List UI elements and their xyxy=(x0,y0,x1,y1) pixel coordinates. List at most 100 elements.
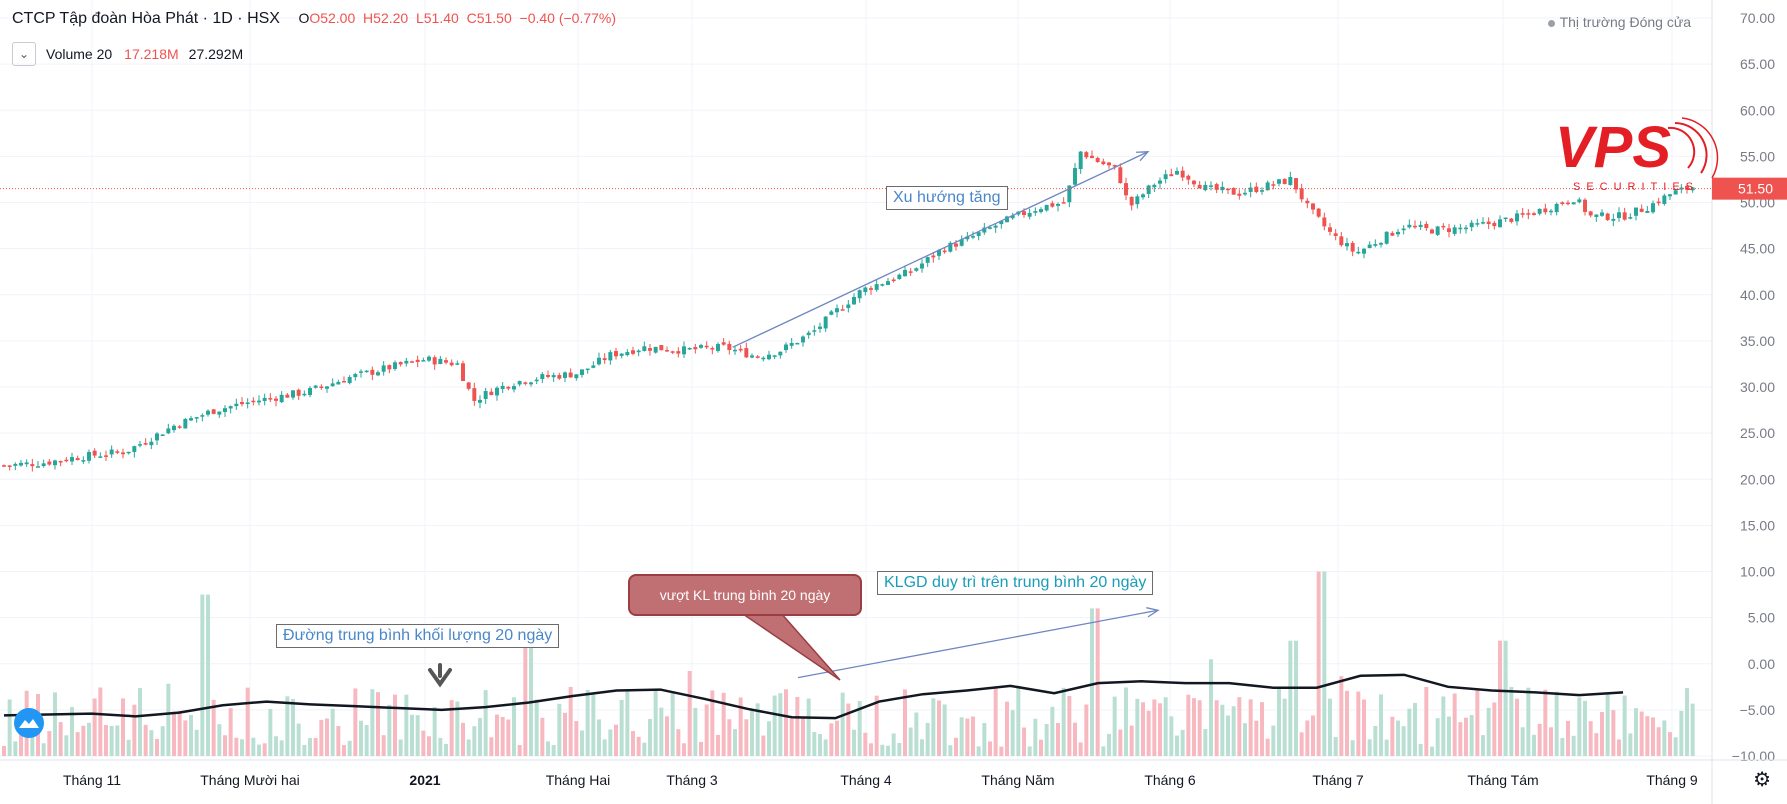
candle-body xyxy=(1628,217,1633,219)
candle-body xyxy=(1560,202,1565,204)
sustain-volume-label[interactable]: KLGD duy trì trên trung bình 20 ngày xyxy=(877,571,1154,595)
candle-body xyxy=(1209,185,1213,187)
x-axis: Tháng 11 Tháng Mười hai 2021 Tháng Hai Tháng… xyxy=(0,759,1787,788)
volume-bar xyxy=(7,699,12,756)
candle-body xyxy=(1356,251,1361,254)
candle-body xyxy=(1413,225,1417,228)
candle-body xyxy=(648,348,652,351)
volume-bar xyxy=(653,690,658,756)
candle-body xyxy=(1316,208,1321,217)
chevron-down-icon[interactable]: ⌄ xyxy=(12,42,36,66)
symbol-title: CTCP Tập đoàn Hòa Phát · 1D · HSX xyxy=(12,10,280,27)
candle-body xyxy=(370,369,375,375)
above-average-callout[interactable]: vượt KL trung bình 20 ngày xyxy=(628,574,862,616)
candle-body xyxy=(1044,204,1049,211)
x-tick-label: Tháng 4 xyxy=(840,772,892,788)
volume-bar xyxy=(347,740,352,756)
candle-body xyxy=(1056,203,1060,206)
candle-body xyxy=(1458,227,1463,230)
volume-bar xyxy=(1622,695,1627,756)
volume-bar xyxy=(1611,710,1616,756)
candle-body xyxy=(840,309,845,311)
candle-body xyxy=(421,360,426,362)
candle-body xyxy=(64,459,69,462)
volume-bar xyxy=(1345,690,1349,756)
volume-bar xyxy=(194,729,199,756)
volume-bar xyxy=(1396,720,1400,756)
gear-icon[interactable]: ⚙ xyxy=(1753,769,1771,791)
candle-body xyxy=(1277,179,1281,184)
candle-body xyxy=(750,355,754,358)
candle-body xyxy=(727,343,732,351)
candle-body xyxy=(121,452,125,455)
volume-bar xyxy=(1628,733,1633,756)
volume-bar xyxy=(1690,703,1695,756)
candle-body xyxy=(19,462,23,466)
candle-body xyxy=(245,402,250,405)
candle-body xyxy=(908,271,913,273)
volume-bar xyxy=(789,718,794,756)
candle-body xyxy=(455,363,460,365)
volume-bar xyxy=(251,737,256,756)
volume-bar xyxy=(291,699,295,756)
candle-body xyxy=(410,361,414,363)
volume-bar xyxy=(874,695,879,756)
candle-body xyxy=(1339,236,1344,246)
candle-body xyxy=(1554,203,1559,213)
volume-bar xyxy=(1662,720,1667,756)
candle-body xyxy=(1481,222,1485,224)
candle-body xyxy=(982,227,987,233)
volume-bar xyxy=(665,716,669,756)
volume-bar xyxy=(750,709,754,756)
volume-bar xyxy=(1039,739,1043,756)
volume-bar xyxy=(1124,687,1128,756)
x-tick-label: Tháng Mười hai xyxy=(200,772,299,788)
volume-bar xyxy=(206,594,210,756)
candle-body xyxy=(1668,194,1672,197)
candle-body xyxy=(971,236,975,238)
volume-bar xyxy=(325,718,329,756)
candle-body xyxy=(2,465,6,467)
x-tick-label: Tháng 11 xyxy=(63,772,121,788)
volume-bar xyxy=(308,738,312,756)
candle-body xyxy=(30,464,35,467)
volume-bar xyxy=(733,729,737,756)
volume-bar xyxy=(1237,697,1242,756)
candle-body xyxy=(240,402,244,405)
volume-bar xyxy=(1078,742,1083,756)
volume-bar xyxy=(489,737,494,756)
volume-bar xyxy=(1158,703,1162,756)
volume-bar xyxy=(1401,726,1406,756)
y-tick-label: −5.00 xyxy=(1740,702,1776,718)
candle-body xyxy=(1679,187,1684,190)
volume-bar xyxy=(1073,722,1077,756)
volume-bar xyxy=(1362,699,1366,756)
volume-bar xyxy=(1430,746,1434,756)
candle-body xyxy=(1027,212,1032,217)
candle-body xyxy=(359,371,363,373)
volume-legend[interactable]: ⌄ Volume 20 17.218M 27.292M xyxy=(12,42,243,66)
candle-body xyxy=(1311,203,1315,210)
volume-bar xyxy=(1260,702,1264,756)
candle-body xyxy=(1005,216,1009,223)
volume-bar xyxy=(648,718,652,756)
candle-body xyxy=(1396,231,1400,235)
candle-body xyxy=(597,357,601,365)
candle-body xyxy=(53,460,57,466)
volume-bar xyxy=(1566,720,1570,756)
volume-bar xyxy=(155,738,159,756)
volume-bar xyxy=(336,726,341,756)
candle-body xyxy=(965,236,970,240)
ma20-volume-label[interactable]: Đường trung bình khối lượng 20 ngày xyxy=(276,624,560,648)
symbol-header[interactable]: CTCP Tập đoàn Hòa Phát · 1D · HSX OO52.0… xyxy=(12,10,616,28)
volume-bar xyxy=(625,690,630,756)
uptrend-label[interactable]: Xu hướng tăng xyxy=(886,186,1008,210)
volume-bar xyxy=(1645,716,1650,756)
volume-bar xyxy=(744,719,749,756)
tradingview-logo-icon[interactable] xyxy=(14,708,44,738)
volume-bar xyxy=(398,739,403,756)
candle-body xyxy=(1549,210,1553,213)
volume-bar xyxy=(999,746,1004,756)
candle-body xyxy=(1107,162,1111,166)
